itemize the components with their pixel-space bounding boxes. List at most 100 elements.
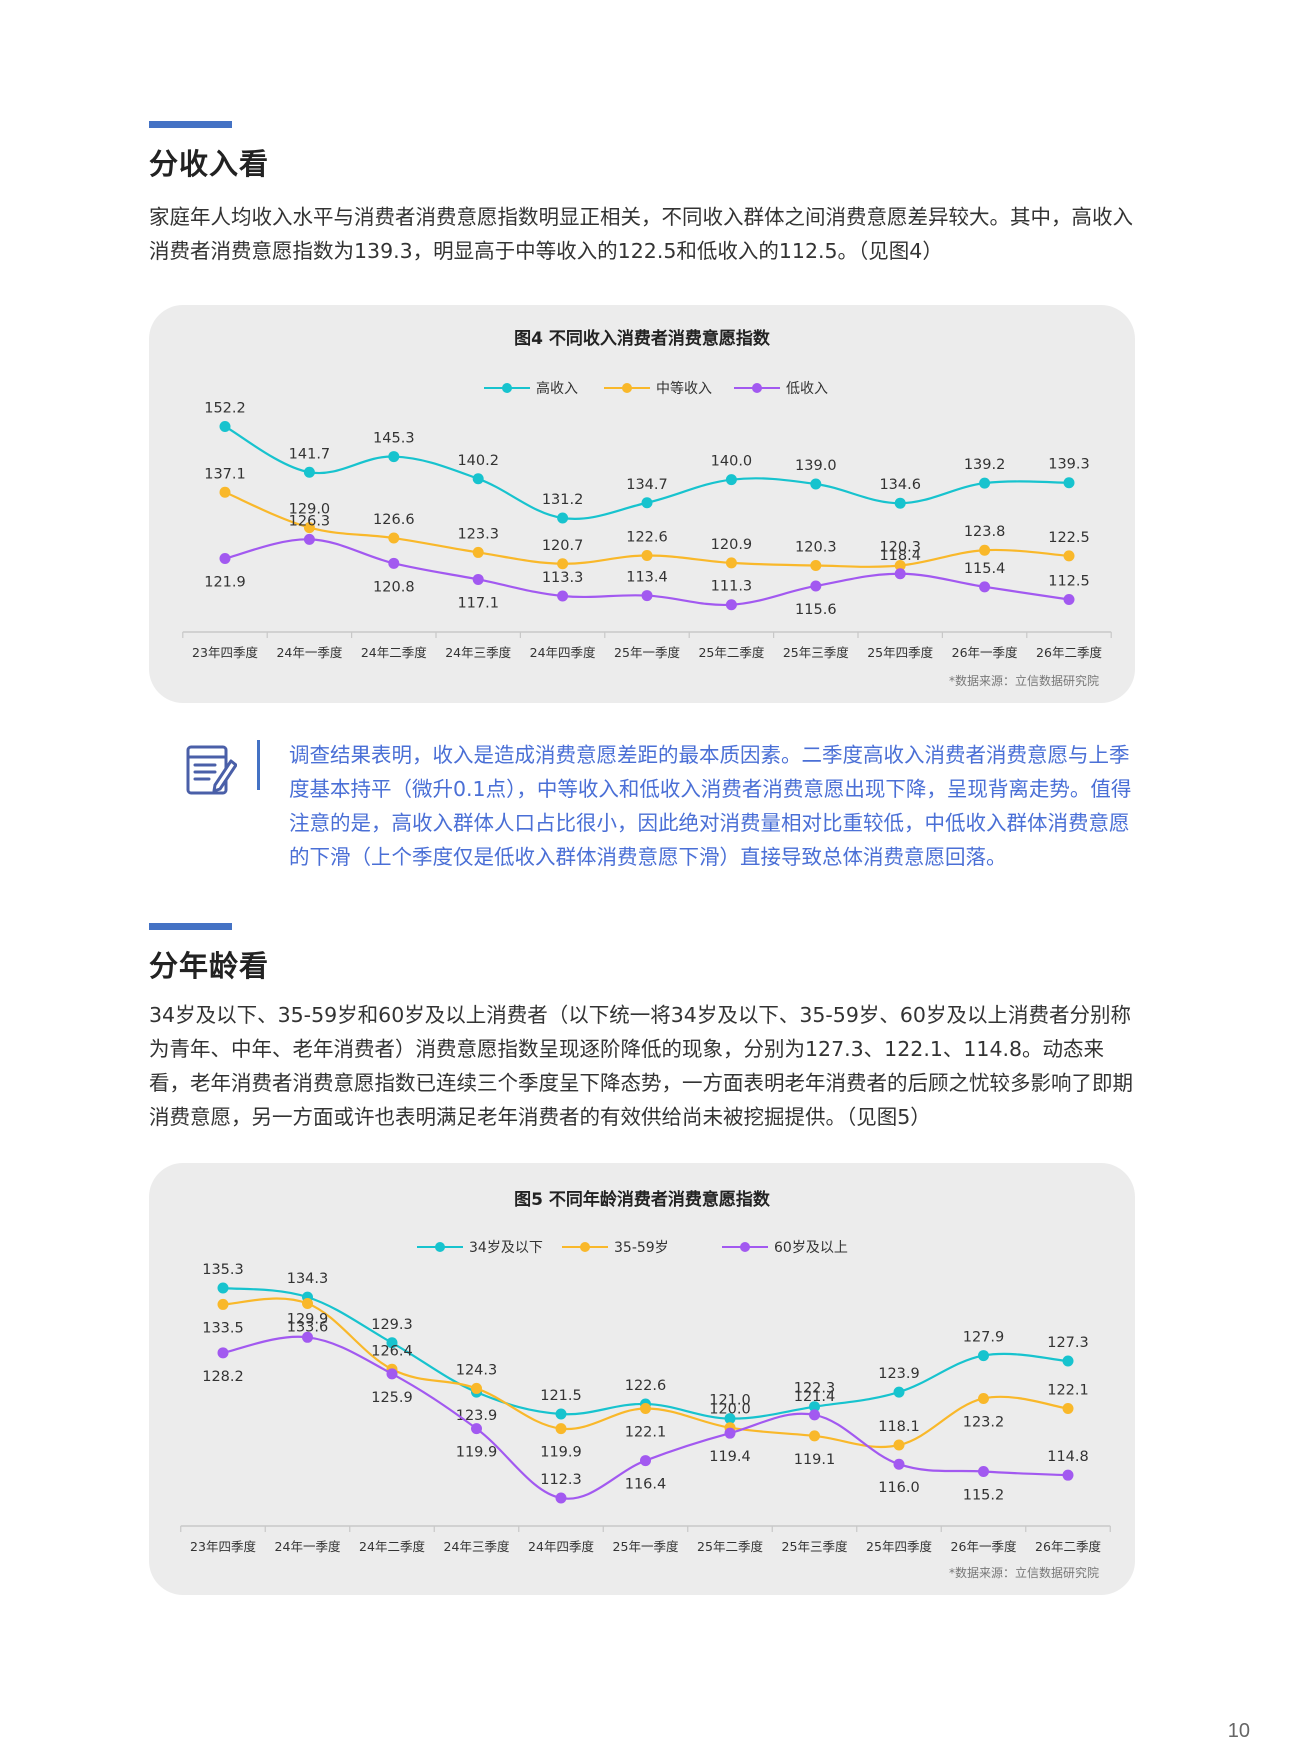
data-label: 120.7 xyxy=(542,538,584,554)
legend-item: 高收入 xyxy=(484,380,578,397)
data-label: 112.3 xyxy=(540,1472,582,1488)
data-point xyxy=(219,486,231,498)
data-point xyxy=(640,1403,651,1415)
data-label: 122.6 xyxy=(626,529,668,545)
x-tick-label: 26年一季度 xyxy=(951,1539,1017,1554)
data-label: 111.3 xyxy=(711,579,753,595)
data-point xyxy=(217,1347,229,1359)
x-tick-label: 24年三季度 xyxy=(444,1539,510,1554)
data-label: 133.5 xyxy=(202,1320,244,1336)
legend-item: 60岁及以上 xyxy=(722,1240,848,1256)
data-point xyxy=(386,1368,398,1380)
data-label: 119.9 xyxy=(456,1445,498,1461)
data-point xyxy=(557,512,569,524)
data-point xyxy=(724,1427,736,1439)
data-point xyxy=(979,544,991,556)
data-label: 117.1 xyxy=(457,595,499,611)
data-label: 115.6 xyxy=(795,602,837,618)
legend-swatch-dot xyxy=(435,1242,445,1252)
data-label: 126.4 xyxy=(371,1343,413,1359)
data-label: 121.0 xyxy=(709,1393,751,1409)
chart-title: 图4 不同收入消费者消费意愿指数 xyxy=(514,328,771,349)
data-label: 127.9 xyxy=(963,1330,1005,1346)
age-intro-paragraph: 34岁及以下、35-59岁和60岁及以上消费者（以下统一将34岁及以下、35-5… xyxy=(149,1003,1133,1129)
data-label: 140.2 xyxy=(457,453,499,469)
legend-label: 中等收入 xyxy=(656,380,712,397)
x-tick-label: 23年四季度 xyxy=(190,1539,256,1554)
data-label: 129.0 xyxy=(289,502,331,518)
data-label: 134.6 xyxy=(879,477,921,493)
legend-swatch-dot xyxy=(622,383,632,393)
data-point xyxy=(724,1413,736,1425)
legend-swatch-dot xyxy=(752,383,762,393)
data-point xyxy=(978,1466,989,1478)
data-label: 122.6 xyxy=(625,1378,667,1394)
data-point xyxy=(809,1430,820,1442)
x-tick-label: 24年四季度 xyxy=(530,645,596,660)
data-point xyxy=(894,568,906,580)
data-label: 137.1 xyxy=(204,466,246,482)
data-point xyxy=(725,557,737,569)
data-label: 125.9 xyxy=(371,1390,413,1406)
data-point xyxy=(557,590,569,602)
legend-label: 低收入 xyxy=(786,381,828,397)
series-line xyxy=(222,1335,1069,1500)
data-point xyxy=(219,421,231,432)
data-point xyxy=(810,580,822,592)
legend-item: 中等收入 xyxy=(604,380,712,397)
data-point xyxy=(471,1382,482,1394)
data-label: 113.4 xyxy=(626,570,668,586)
data-label: 126.3 xyxy=(289,513,331,529)
data-label: 121.4 xyxy=(794,1389,836,1405)
x-tick-label: 24年二季度 xyxy=(361,645,427,660)
data-point xyxy=(303,533,315,545)
data-point xyxy=(219,553,231,565)
legend-label: 高收入 xyxy=(536,380,578,397)
data-label: 145.3 xyxy=(373,431,415,447)
section-accent-bar xyxy=(149,923,232,930)
data-point xyxy=(557,558,569,570)
legend-swatch-dot xyxy=(580,1242,590,1252)
data-point xyxy=(302,1331,313,1343)
legend-swatch-dot xyxy=(740,1242,750,1252)
data-label: 135.3 xyxy=(202,1262,244,1278)
data-point xyxy=(1063,477,1075,489)
chart-source-note: *数据来源：立信数据研究院 xyxy=(948,674,1099,688)
data-label: 119.9 xyxy=(540,1445,582,1461)
data-point xyxy=(303,466,315,478)
callout-text: 调查结果表明，收入是造成消费意愿差距的最本质因素。二季度高收入消费者消费意愿与上… xyxy=(289,743,1132,869)
data-point xyxy=(978,1392,989,1404)
data-point xyxy=(810,559,822,571)
legend-label: 34岁及以下 xyxy=(469,1240,543,1256)
section-accent-bar xyxy=(149,121,232,128)
chart-card-age: 图5 不同年龄消费者消费意愿指数 34岁及以下 35-59岁 60岁及以上 23年四季度… xyxy=(149,1163,1135,1595)
data-label: 141.7 xyxy=(289,446,331,462)
data-point xyxy=(303,522,315,534)
x-tick-label: 24年三季度 xyxy=(445,645,511,660)
data-label: 118.4 xyxy=(879,548,921,564)
data-point xyxy=(893,1458,905,1470)
data-point xyxy=(641,497,653,509)
data-label: 140.0 xyxy=(711,454,753,470)
section-title-income: 分收入看 xyxy=(149,147,270,181)
data-point xyxy=(388,557,400,569)
data-label: 152.2 xyxy=(204,401,246,417)
data-label: 120.3 xyxy=(879,539,921,555)
data-point xyxy=(641,549,653,561)
data-point xyxy=(641,590,653,602)
data-point xyxy=(979,477,991,489)
data-label: 119.4 xyxy=(709,1449,751,1465)
data-point xyxy=(810,478,822,490)
data-point xyxy=(1062,1403,1074,1415)
data-label: 134.7 xyxy=(626,477,668,493)
data-label: 122.3 xyxy=(794,1381,836,1397)
data-point xyxy=(555,1408,567,1420)
data-label: 128.2 xyxy=(202,1369,244,1385)
data-label: 116.0 xyxy=(878,1480,920,1496)
data-label: 123.8 xyxy=(964,524,1006,540)
data-point xyxy=(472,546,484,558)
data-point xyxy=(555,1423,567,1435)
data-label: 126.6 xyxy=(373,512,415,528)
data-label: 139.0 xyxy=(795,458,837,474)
